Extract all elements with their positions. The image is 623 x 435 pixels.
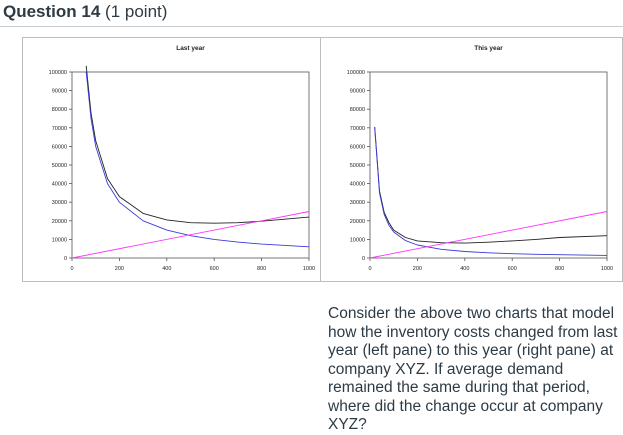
- y-tick-label: 100000: [347, 70, 365, 76]
- plot-area: [369, 71, 608, 259]
- question-title: Question 14 (1 point): [3, 2, 167, 22]
- y-tick-label: 40000: [52, 182, 67, 188]
- y-tick-label: 50000: [350, 163, 365, 169]
- chart-last-year: Last year 0 10000 20000 30000 40000 50000 60000…: [22, 37, 325, 282]
- y-tick-label: 80000: [52, 107, 67, 113]
- series-line-ordering-cost: [85, 71, 310, 248]
- y-tick-label: 70000: [350, 126, 365, 132]
- y-tick-label: 10000: [52, 237, 67, 243]
- y-tick-label: 70000: [52, 126, 67, 132]
- x-tick-label: 1000: [303, 266, 315, 272]
- x-tick-label: 200: [413, 266, 422, 272]
- chart-svg: This year0100002000030000400005000060000…: [347, 45, 613, 272]
- series-line-holding-cost: [71, 211, 310, 259]
- chart-title: This year: [474, 45, 503, 52]
- y-tick-label: 60000: [52, 144, 67, 150]
- question-text: Consider the above two charts that model…: [328, 305, 618, 433]
- x-tick-label: 800: [257, 266, 266, 272]
- x-tick-label: 200: [115, 266, 124, 272]
- y-tick-label: 20000: [52, 219, 67, 225]
- y-tick-label: 40000: [350, 182, 365, 188]
- y-tick-label: 0: [362, 256, 365, 262]
- chart-this-year: This year 0 10000 20000 30000 40000 50000 60000…: [320, 37, 623, 282]
- y-tick-label: 20000: [350, 219, 365, 225]
- y-tick-label: 90000: [52, 89, 67, 95]
- x-tick-label: 400: [162, 266, 171, 272]
- y-tick-label: 60000: [350, 144, 365, 150]
- question-number: Question 14: [3, 2, 101, 21]
- chart-svg: Last year0100002000030000400005000060000…: [49, 45, 315, 272]
- y-tick-label: 30000: [52, 200, 67, 206]
- series-line-ordering-cost: [374, 127, 608, 256]
- series-line-total-cost: [374, 126, 608, 244]
- question-header: Question 14 (1 point): [0, 0, 623, 27]
- x-tick-label: 0: [368, 266, 371, 272]
- x-tick-label: 400: [460, 266, 469, 272]
- x-tick-label: 0: [70, 266, 73, 272]
- series-line-total-cost: [85, 65, 310, 224]
- y-tick-label: 50000: [52, 163, 67, 169]
- x-tick-label: 1000: [601, 266, 613, 272]
- y-tick-label: 30000: [350, 200, 365, 206]
- question-points: (1 point): [105, 2, 168, 21]
- plot-area: [71, 71, 310, 259]
- x-tick-label: 600: [210, 266, 219, 272]
- x-tick-label: 600: [508, 266, 517, 272]
- y-tick-label: 90000: [350, 89, 365, 95]
- y-tick-label: 80000: [350, 107, 365, 113]
- y-tick-label: 100000: [49, 70, 67, 76]
- series-line-holding-cost: [369, 211, 608, 259]
- y-tick-label: 0: [64, 256, 67, 262]
- y-tick-label: 10000: [350, 237, 365, 243]
- chart-title: Last year: [176, 45, 205, 52]
- x-tick-label: 800: [555, 266, 564, 272]
